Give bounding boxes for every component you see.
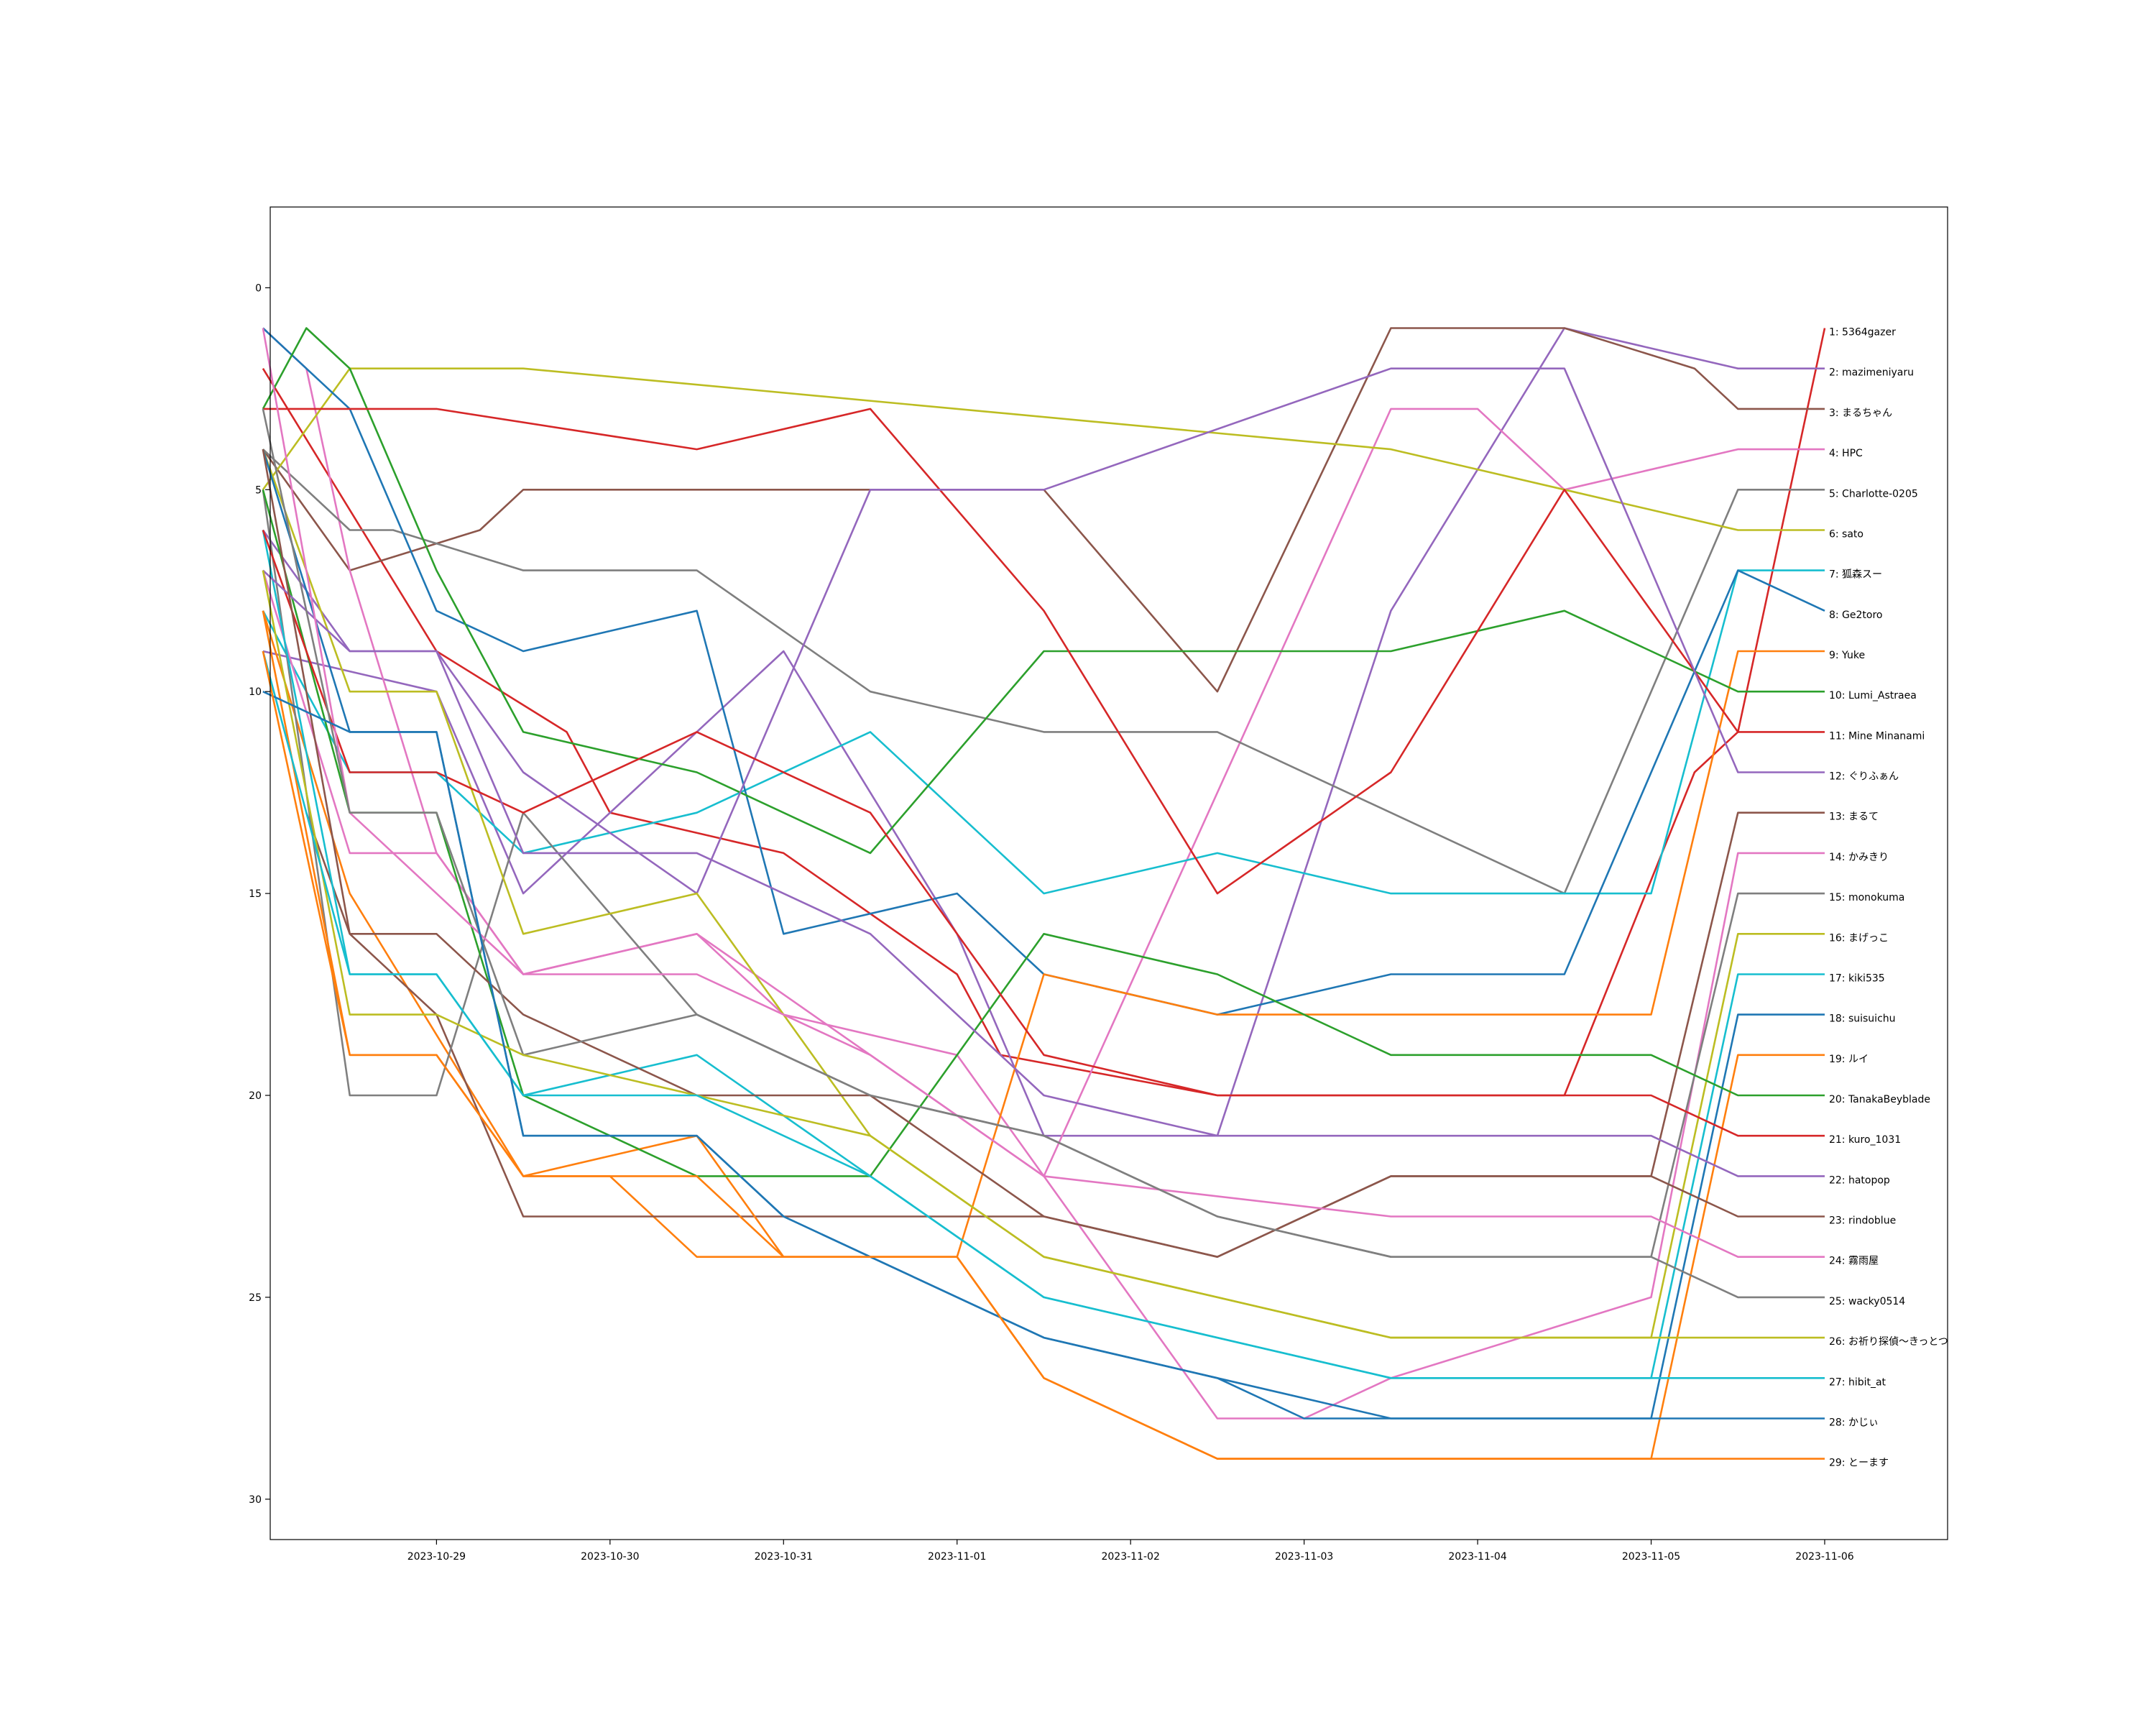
x-tick-label: 2023-11-05	[1622, 1551, 1680, 1563]
series-line	[262, 610, 1825, 1258]
series-end-label: 21: kuro_1031	[1829, 1134, 1901, 1146]
series-end-labels: 1: 5364gazer 2: mazimeniyaru 3: まるちゃん 4: HP…	[1829, 327, 1948, 1469]
series-line	[262, 691, 1825, 1420]
series-end-label: 28: かじぃ	[1829, 1417, 1879, 1428]
series-end-label: 11: Mine Minanami	[1829, 730, 1925, 742]
series-line	[262, 328, 1825, 1258]
series-end-label: 3: まるちゃん	[1829, 408, 1892, 419]
series-line	[262, 327, 1825, 1177]
series-end-label: 23: rindoblue	[1829, 1215, 1896, 1227]
series-end-label: 19: ルイ	[1829, 1054, 1869, 1065]
series-end-label: 22: hatopop	[1829, 1174, 1890, 1186]
y-tick-label: 20	[249, 1090, 262, 1102]
series-end-label: 15: monokuma	[1829, 892, 1904, 903]
y-axis: 0 5 10 15 20 25 30	[249, 282, 270, 1506]
series-line	[262, 408, 1825, 895]
series-end-label: 26: お祈り探偵～きっとつ	[1829, 1336, 1948, 1348]
series-end-label: 20: TanakaBeyblade	[1829, 1094, 1930, 1105]
y-tick-label: 15	[249, 888, 262, 900]
x-tick-label: 2023-10-29	[407, 1551, 466, 1563]
series-line	[262, 448, 1825, 895]
series-end-label: 2: mazimeniyaru	[1829, 367, 1914, 379]
series-end-label: 12: ぐりふぁん	[1829, 771, 1899, 783]
series-end-label: 17: kiki535	[1829, 972, 1885, 984]
series-end-label: 13: まるて	[1829, 811, 1879, 823]
series-end-label: 8: Ge2toro	[1829, 610, 1883, 621]
series-end-label: 14: かみきり	[1829, 852, 1889, 863]
series-end-label: 4: HPC	[1829, 448, 1863, 459]
series-end-label: 29: とーます	[1829, 1458, 1889, 1469]
series-end-label: 18: suisuichu	[1829, 1013, 1896, 1025]
series-line	[262, 327, 1825, 1016]
series-line	[262, 327, 1825, 855]
series-end-label: 16: まげっこ	[1829, 932, 1889, 944]
y-tick-label: 30	[249, 1494, 262, 1506]
series-end-label: 9: Yuke	[1829, 650, 1865, 661]
series-end-label: 6: sato	[1829, 528, 1864, 540]
x-tick-label: 2023-11-06	[1795, 1551, 1853, 1563]
series-line	[262, 328, 1826, 1097]
series-end-label: 10: Lumi_Astraea	[1829, 690, 1917, 702]
x-tick-label: 2023-11-04	[1448, 1551, 1506, 1563]
series-end-label: 1: 5364gazer	[1829, 327, 1896, 339]
x-tick-label: 2023-10-30	[581, 1551, 639, 1563]
y-tick-label: 25	[249, 1292, 262, 1304]
y-tick-label: 0	[255, 282, 262, 294]
y-tick-label: 10	[249, 686, 262, 698]
series-line	[262, 408, 1825, 1299]
series-end-label: 27: hibit_at	[1829, 1376, 1886, 1388]
series-end-label: 24: 霧雨屋	[1829, 1256, 1879, 1267]
series-line	[262, 569, 1825, 1177]
plot-frame	[270, 206, 1948, 1540]
x-tick-label: 2023-10-31	[755, 1551, 813, 1563]
y-tick-label: 5	[255, 484, 262, 496]
series-line	[262, 367, 1825, 531]
series-line	[262, 650, 1825, 1460]
series-line	[262, 448, 1825, 1258]
series-end-label: 7: 狐森スー	[1829, 569, 1882, 581]
series-end-label: 25: wacky0514	[1829, 1296, 1905, 1307]
series-line	[262, 650, 1825, 1379]
series-line	[262, 530, 1825, 1137]
x-tick-label: 2023-11-03	[1275, 1551, 1333, 1563]
series-lines	[262, 327, 1826, 1460]
x-axis: 2023-10-29 2023-10-30 2023-10-31 2023-11-01…	[407, 1540, 1854, 1563]
x-tick-label: 2023-11-01	[928, 1551, 986, 1563]
series-line	[262, 570, 1825, 1339]
series-end-label: 5: Charlotte-0205	[1829, 488, 1918, 500]
x-tick-label: 2023-11-02	[1101, 1551, 1159, 1563]
